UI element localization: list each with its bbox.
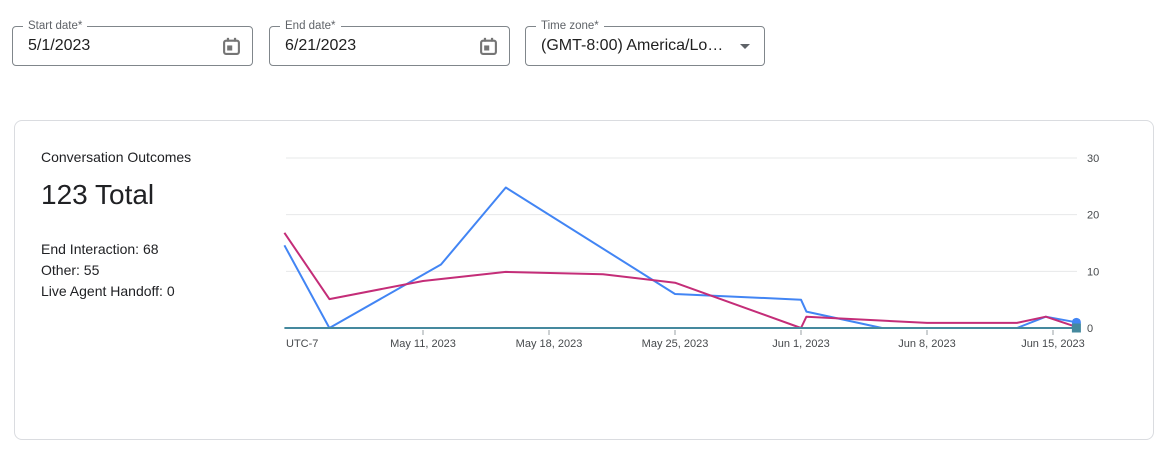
svg-text:May 25, 2023: May 25, 2023 (642, 338, 709, 350)
stat-end-interaction: End Interaction: 68 (41, 241, 159, 257)
svg-text:Jun 15, 2023: Jun 15, 2023 (1021, 338, 1085, 350)
dropdown-arrow-icon[interactable] (740, 44, 750, 49)
timezone-value[interactable]: (GMT-8:00) America/Lo… (541, 37, 724, 54)
summary-panel: Conversation Outcomes 123 Total End Inte… (41, 149, 271, 302)
line-chart: 0 10 20 30 May 11, 2023 May 18, 2023 May 25, 2… (283, 153, 1099, 350)
stat-live-agent-handoff: Live Agent Handoff: 0 (41, 283, 175, 299)
svg-text:UTC-7: UTC-7 (286, 338, 318, 350)
svg-text:30: 30 (1087, 153, 1099, 165)
chart-area: 0 10 20 30 May 11, 2023 May 18, 2023 May 25, 2… (275, 146, 1155, 376)
end-date-value[interactable]: 6/21/2023 (285, 37, 357, 54)
conversation-outcomes-card: Conversation Outcomes 123 Total End Inte… (14, 120, 1154, 440)
svg-text:May 18, 2023: May 18, 2023 (516, 338, 583, 350)
svg-text:Jun 8, 2023: Jun 8, 2023 (898, 338, 956, 350)
timezone-select[interactable]: Time zone* (GMT-8:00) America/Lo… (525, 20, 765, 66)
stat-other: Other: 55 (41, 262, 100, 278)
svg-text:10: 10 (1087, 266, 1099, 278)
svg-text:May 11, 2023: May 11, 2023 (390, 338, 456, 350)
timezone-label: Time zone* (536, 20, 604, 33)
start-date-value[interactable]: 5/1/2023 (28, 37, 91, 54)
total-count: 123 Total (41, 179, 155, 210)
svg-text:20: 20 (1087, 210, 1099, 222)
svg-text:Jun 1, 2023: Jun 1, 2023 (772, 338, 830, 350)
start-date-label: Start date* (23, 20, 88, 33)
svg-text:0: 0 (1087, 323, 1093, 335)
calendar-icon[interactable] (479, 37, 498, 56)
start-date-field[interactable]: Start date* 5/1/2023 (12, 20, 253, 66)
end-date-field[interactable]: End date* 6/21/2023 (269, 20, 510, 66)
calendar-icon[interactable] (222, 37, 241, 56)
end-date-label: End date* (280, 20, 341, 33)
card-title: Conversation Outcomes (41, 149, 192, 165)
